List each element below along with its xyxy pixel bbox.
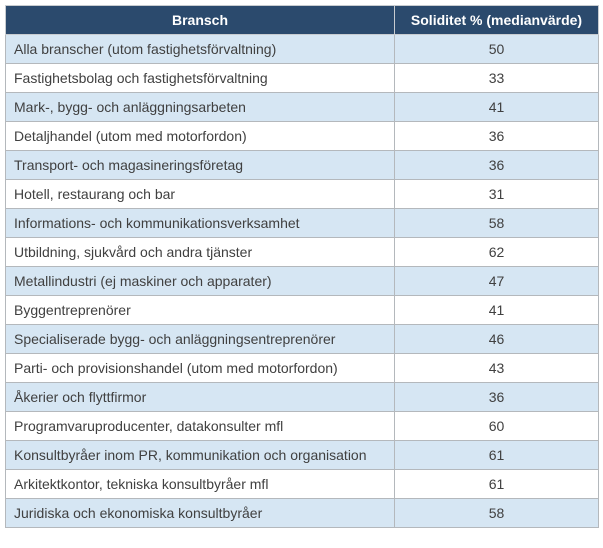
bransch-cell: Metallindustri (ej maskiner och apparate… [5, 266, 395, 296]
bransch-cell: Parti- och provisionshandel (utom med mo… [5, 353, 395, 383]
bransch-cell: Informations- och kommunikationsverksamh… [5, 208, 395, 238]
soliditet-value-cell: 47 [394, 266, 599, 296]
bransch-cell: Konsultbyråer inom PR, kommunikation och… [5, 440, 395, 470]
soliditet-value-cell: 61 [394, 469, 599, 499]
bransch-cell: Fastighetsbolag och fastighetsförvaltnin… [5, 63, 395, 93]
table-row: Informations- och kommunikationsverksamh… [5, 208, 599, 238]
soliditet-value-cell: 43 [394, 353, 599, 383]
table-row: Detaljhandel (utom med motorfordon) 36 [5, 121, 599, 151]
bransch-cell: Utbildning, sjukvård och andra tjänster [5, 237, 395, 267]
soliditet-value-cell: 31 [394, 179, 599, 209]
soliditet-value-cell: 36 [394, 382, 599, 412]
table-row: Juridiska och ekonomiska konsultbyråer 5… [5, 498, 599, 528]
table-row: Mark-, bygg- och anläggningsarbeten 41 [5, 92, 599, 122]
column-header-soliditet: Soliditet % (medianvärde) [394, 5, 599, 35]
table-row: Byggentreprenörer 41 [5, 295, 599, 325]
soliditet-value-cell: 58 [394, 208, 599, 238]
bransch-cell: Juridiska och ekonomiska konsultbyråer [5, 498, 395, 528]
table-row: Arkitektkontor, tekniska konsultbyråer m… [5, 469, 599, 499]
table-row: Alla branscher (utom fastighetsförvaltni… [5, 34, 599, 64]
bransch-cell: Specialiserade bygg- och anläggningsentr… [5, 324, 395, 354]
table-row: Åkerier och flyttfirmor 36 [5, 382, 599, 412]
soliditet-value-cell: 58 [394, 498, 599, 528]
table-row: Specialiserade bygg- och anläggningsentr… [5, 324, 599, 354]
bransch-cell: Arkitektkontor, tekniska konsultbyråer m… [5, 469, 395, 499]
table-row: Fastighetsbolag och fastighetsförvaltnin… [5, 63, 599, 93]
soliditet-table: Bransch Soliditet % (medianvärde) Alla b… [5, 5, 599, 528]
soliditet-value-cell: 33 [394, 63, 599, 93]
soliditet-value-cell: 62 [394, 237, 599, 267]
table-row: Metallindustri (ej maskiner och apparate… [5, 266, 599, 296]
table-row: Parti- och provisionshandel (utom med mo… [5, 353, 599, 383]
soliditet-value-cell: 41 [394, 92, 599, 122]
bransch-cell: Hotell, restaurang och bar [5, 179, 395, 209]
table-row: Utbildning, sjukvård och andra tjänster … [5, 237, 599, 267]
soliditet-value-cell: 41 [394, 295, 599, 325]
bransch-cell: Åkerier och flyttfirmor [5, 382, 395, 412]
soliditet-value-cell: 46 [394, 324, 599, 354]
table-row: Hotell, restaurang och bar 31 [5, 179, 599, 209]
table-row: Transport- och magasineringsföretag 36 [5, 150, 599, 180]
column-header-bransch: Bransch [5, 5, 395, 35]
soliditet-value-cell: 61 [394, 440, 599, 470]
soliditet-value-cell: 36 [394, 150, 599, 180]
bransch-cell: Byggentreprenörer [5, 295, 395, 325]
bransch-cell: Detaljhandel (utom med motorfordon) [5, 121, 395, 151]
table-body: Alla branscher (utom fastighetsförvaltni… [5, 34, 599, 528]
table-header-row: Bransch Soliditet % (medianvärde) [5, 5, 599, 35]
bransch-cell: Transport- och magasineringsföretag [5, 150, 395, 180]
soliditet-value-cell: 36 [394, 121, 599, 151]
table-row: Programvaruproducenter, datakonsulter mf… [5, 411, 599, 441]
bransch-cell: Programvaruproducenter, datakonsulter mf… [5, 411, 395, 441]
bransch-cell: Alla branscher (utom fastighetsförvaltni… [5, 34, 395, 64]
soliditet-value-cell: 50 [394, 34, 599, 64]
soliditet-value-cell: 60 [394, 411, 599, 441]
bransch-cell: Mark-, bygg- och anläggningsarbeten [5, 92, 395, 122]
table-row: Konsultbyråer inom PR, kommunikation och… [5, 440, 599, 470]
